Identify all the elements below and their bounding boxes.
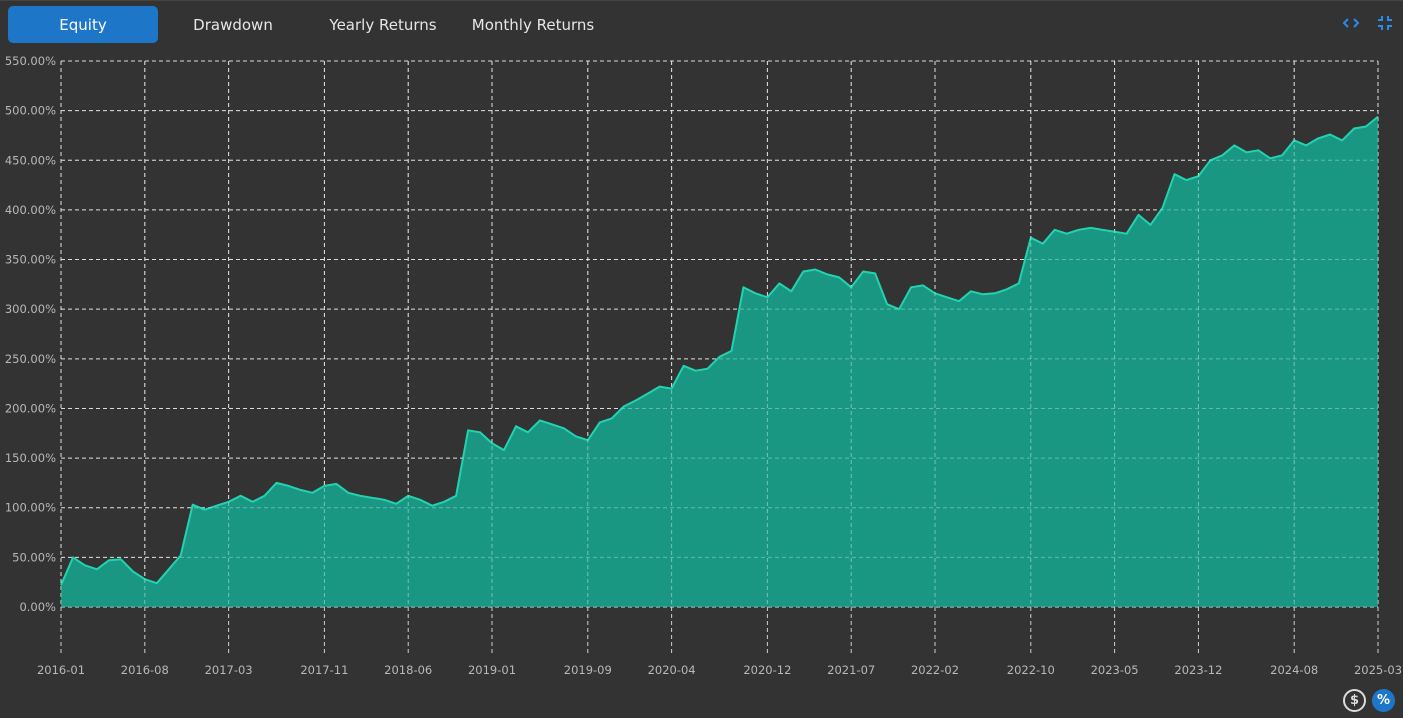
y-tick-label: 150.00% <box>5 451 56 465</box>
y-tick-label: 100.00% <box>5 501 56 515</box>
x-tick-label: 2024-08 <box>1270 663 1318 677</box>
value-mode-toggle: $ % <box>1343 689 1395 712</box>
y-axis: 550.00% 500.00% 450.00% 400.00% 350.00% 300.0… <box>5 54 56 614</box>
x-tick-label: 2017-03 <box>205 663 253 677</box>
x-tick-label: 2020-12 <box>743 663 791 677</box>
x-tick-label: 2022-10 <box>1007 663 1055 677</box>
compress-icon[interactable] <box>1375 13 1395 33</box>
chart-toolbar <box>1341 13 1395 33</box>
y-tick-label: 400.00% <box>5 203 56 217</box>
equity-line <box>60 115 1379 586</box>
y-tick-label: 550.00% <box>5 54 56 68</box>
tab-yearly-returns[interactable]: Yearly Returns <box>329 15 437 34</box>
x-tick-label: 2018-06 <box>384 663 432 677</box>
y-tick-label: 200.00% <box>5 401 56 415</box>
y-tick-label: 300.00% <box>5 302 56 316</box>
x-tick-label: 2019-01 <box>468 663 516 677</box>
tab-drawdown[interactable]: Drawdown <box>193 15 273 34</box>
y-tick-label: 0.00% <box>19 600 56 614</box>
y-tick-label: 50.00% <box>12 550 56 564</box>
x-tick-label: 2017-11 <box>300 663 348 677</box>
y-tick-label: 450.00% <box>5 153 56 167</box>
chart-tabs: Equity Drawdown Yearly Returns Monthly R… <box>8 6 608 43</box>
percent-mode-button[interactable]: % <box>1372 689 1395 712</box>
x-tick-label: 2023-05 <box>1091 663 1139 677</box>
x-tick-label: 2021-07 <box>827 663 875 677</box>
x-tick-label: 2016-08 <box>121 663 169 677</box>
tab-monthly-returns[interactable]: Monthly Returns <box>471 15 595 34</box>
x-tick-label: 2016-01 <box>37 663 85 677</box>
x-axis: 2016-01 2016-08 2017-03 2017-11 2018-06 2019-… <box>37 663 1402 677</box>
y-tick-label: 500.00% <box>5 104 56 118</box>
equity-series <box>60 60 1379 608</box>
equity-area <box>61 116 1378 607</box>
equity-area-chart: 550.00% 500.00% 450.00% 400.00% 350.00% 300.0… <box>5 54 1402 677</box>
x-tick-label: 2025-03 <box>1354 663 1402 677</box>
x-tick-label: 2022-02 <box>911 663 959 677</box>
x-tick-label: 2023-12 <box>1174 663 1222 677</box>
code-brackets-icon[interactable] <box>1341 13 1361 33</box>
y-tick-label: 250.00% <box>5 352 56 366</box>
tab-equity[interactable]: Equity <box>8 6 158 43</box>
x-tick-label: 2020-04 <box>648 663 696 677</box>
y-tick-label: 350.00% <box>5 253 56 267</box>
x-tick-label: 2019-09 <box>564 663 612 677</box>
currency-mode-button[interactable]: $ <box>1343 689 1366 712</box>
